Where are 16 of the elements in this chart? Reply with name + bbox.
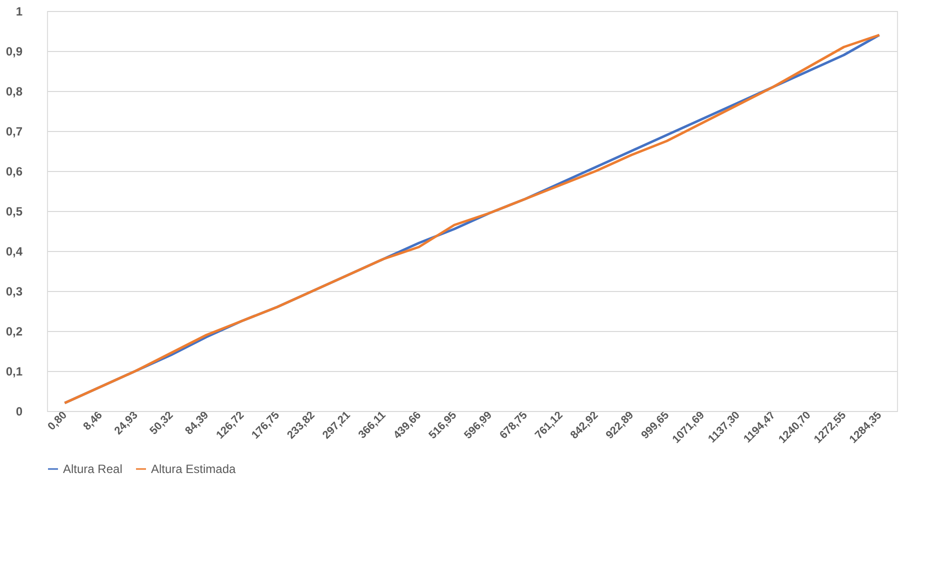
y-tick-label: 0,7 (6, 124, 23, 138)
y-tick-label: 0,4 (6, 244, 23, 258)
y-tick-label: 0,6 (6, 164, 23, 178)
x-tick-label: 0,80 (46, 409, 70, 433)
y-tick-label: 0,1 (6, 364, 23, 378)
y-tick-label: 1 (16, 4, 23, 18)
x-tick-label: 8,46 (81, 409, 105, 433)
y-tick-label: 0,8 (6, 84, 23, 98)
y-tick-label: 0,2 (6, 324, 23, 338)
y-tick-label: 0,9 (6, 44, 23, 58)
line-series (63, 34, 881, 404)
legend-label: Altura Real (63, 462, 122, 476)
legend-label: Altura Estimada (151, 462, 236, 476)
y-tick-label: 0,5 (6, 204, 23, 218)
y-tick-label: 0 (16, 404, 23, 418)
y-tick-label: 0,3 (6, 284, 23, 298)
